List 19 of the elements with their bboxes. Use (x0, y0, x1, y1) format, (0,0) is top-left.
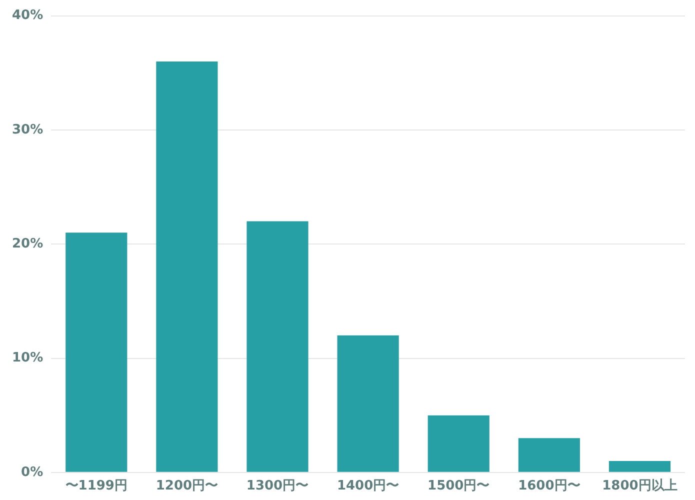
y-tick-label: 20% (12, 236, 44, 252)
x-tick-label: 1200円〜 (156, 478, 218, 494)
bar (428, 415, 490, 472)
bar (518, 438, 580, 472)
x-tick-label: 1300円〜 (246, 478, 309, 494)
x-tick-label: 1800円以上 (602, 478, 678, 494)
y-tick-label: 0% (21, 464, 44, 480)
bar (66, 232, 128, 472)
y-tick-label: 40% (12, 8, 44, 24)
x-tick-label: 〜1199円 (65, 478, 128, 494)
bar (608, 460, 671, 472)
bar (246, 221, 308, 472)
x-tick-label: 1500円〜 (428, 478, 490, 494)
y-tick-label: 10% (12, 350, 44, 366)
x-tick-label: 1400円〜 (336, 478, 400, 494)
x-tick-label: 1600円〜 (518, 478, 580, 494)
bar (156, 61, 218, 472)
bar (337, 335, 399, 472)
y-tick-label: 30% (12, 122, 44, 138)
